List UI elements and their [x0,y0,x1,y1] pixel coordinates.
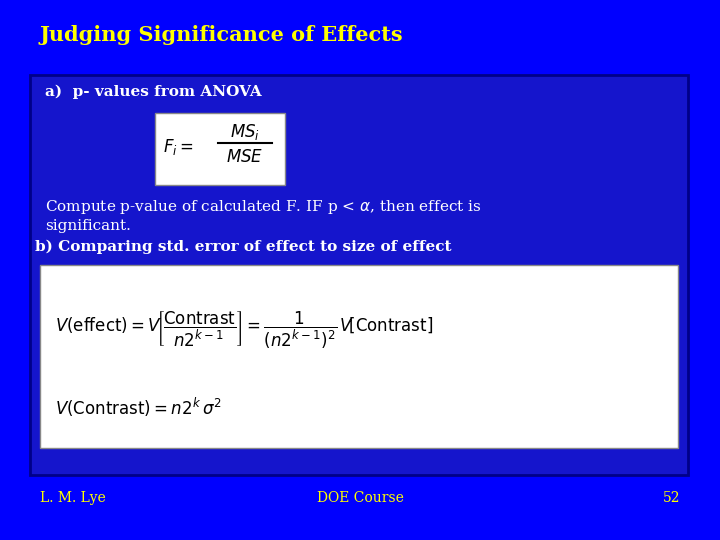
Text: Judging Significance of Effects: Judging Significance of Effects [40,25,404,45]
Text: L. M. Lye: L. M. Lye [40,491,106,505]
Text: b) Comparing std. error of effect to size of effect: b) Comparing std. error of effect to siz… [35,240,451,254]
Text: a)  p- values from ANOVA: a) p- values from ANOVA [45,85,262,99]
FancyBboxPatch shape [30,75,688,475]
Text: $MS_i$: $MS_i$ [230,122,260,142]
Text: $MSE$: $MSE$ [226,150,264,166]
Text: $V(\mathrm{Contrast}) = n2^k\,\sigma^2$: $V(\mathrm{Contrast}) = n2^k\,\sigma^2$ [55,395,222,418]
Text: significant.: significant. [45,219,131,233]
FancyBboxPatch shape [40,265,678,448]
Text: 52: 52 [662,491,680,505]
Text: Compute p-value of calculated F. IF p < $\alpha$, then effect is: Compute p-value of calculated F. IF p < … [45,198,482,216]
FancyBboxPatch shape [155,113,285,185]
Text: DOE Course: DOE Course [317,491,403,505]
Text: $V(\mathrm{effect}) = V\!\left[\dfrac{\mathrm{Contrast}}{n2^{k-1}}\right] = \dfr: $V(\mathrm{effect}) = V\!\left[\dfrac{\m… [55,309,433,350]
Text: $F_i =$: $F_i =$ [163,137,194,157]
